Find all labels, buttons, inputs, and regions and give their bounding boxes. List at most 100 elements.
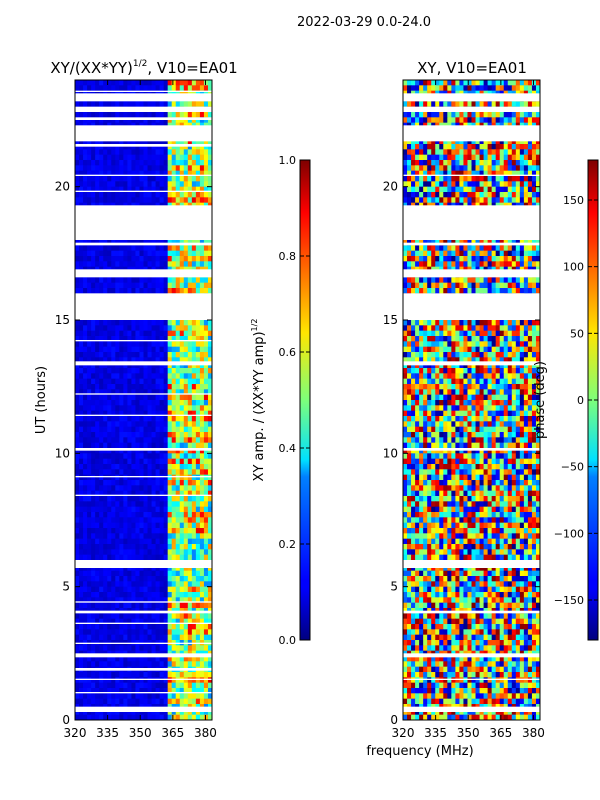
heatmap-cell [147,170,152,177]
heatmap-cell [179,101,185,108]
heatmap-cell [163,112,169,118]
heatmap-cell [115,437,120,444]
heatmap-cell [183,325,189,332]
heatmap-cell [207,346,212,353]
heatmap-cell [183,85,189,92]
heatmap-cell [155,565,161,572]
heatmap-cell [147,261,152,268]
heatmap-cell [155,346,161,353]
heatmap-cell [203,645,209,652]
heatmap-cell [151,426,156,433]
heatmap-cell [411,181,416,188]
heatmap-cell [535,80,540,86]
heatmap-cell [119,170,124,177]
heatmap-cell [99,538,104,545]
heatmap-cell [123,538,128,545]
heatmap-cell [163,192,169,198]
heatmap-cell [143,85,148,92]
heatmap-cell [115,245,120,252]
heatmap-cell [79,357,84,364]
heatmap-cell [119,192,124,198]
heatmap-cell [115,570,120,577]
heatmap-cell [199,160,205,166]
heatmap-cell [131,464,136,470]
heatmap-cell [167,714,173,720]
heatmap-cell [79,597,84,604]
heatmap-cell [171,85,177,92]
heatmap-cell [183,186,189,193]
heatmap-cell [171,586,177,593]
heatmap-cell [171,709,177,716]
heatmap-cell [111,394,116,401]
heatmap-cell [195,245,201,252]
heatmap-cell [123,437,128,444]
heatmap-cell [99,506,104,513]
heatmap-cell [83,378,88,385]
heatmap-cell [175,362,181,369]
heatmap-cell [75,112,80,118]
heatmap-cell [91,698,96,705]
heatmap-cell [171,80,177,86]
heatmap-cell [159,282,165,289]
heatmap-cell [439,165,444,172]
heatmap-cell [123,464,128,470]
heatmap-cell [195,250,201,257]
heatmap-cell [463,117,468,124]
heatmap-cell [471,192,476,198]
heatmap-cell [167,165,173,172]
heatmap-cell [123,389,128,396]
heatmap-cell [119,352,124,358]
heatmap-cell [175,592,181,598]
heatmap-cell [127,570,132,577]
heatmap-cell [103,192,108,198]
heatmap-cell [119,469,124,476]
heatmap-cell [139,410,144,417]
heatmap-cell [179,565,185,572]
heatmap-cell [455,160,460,166]
heatmap-cell [187,592,193,598]
heatmap-cell [107,416,112,422]
heatmap-cell [115,154,120,161]
heatmap-cell [151,101,156,108]
heatmap-cell [79,581,84,588]
heatmap-cell [171,144,177,150]
heatmap-cell [107,330,112,337]
heatmap-cell [131,346,136,353]
heatmap-cell [123,448,128,454]
heatmap-cell [115,336,120,342]
heatmap-cell [203,186,209,193]
heatmap-cell [195,490,201,497]
heatmap-cell [147,421,152,428]
heatmap-cell [127,325,132,332]
heatmap-cell [199,261,205,268]
heatmap-cell [119,485,124,492]
heatmap-cell [143,416,148,422]
heatmap-cell [139,709,144,716]
heatmap-cell [83,170,88,177]
heatmap-cell [147,656,152,662]
heatmap-cell [111,656,116,662]
heatmap-cell [499,197,505,204]
heatmap-cell [143,544,148,550]
heatmap-cell [147,576,152,582]
heatmap-cell [99,448,104,454]
heatmap-cell [183,394,189,401]
heatmap-cell [183,352,189,358]
heatmap-cell [183,634,189,641]
heatmap-cell [207,426,212,433]
heatmap-cell [127,656,132,662]
heatmap-cell [463,197,468,204]
heatmap-cell [187,661,193,668]
heatmap-cell [147,352,152,358]
heatmap-cell [419,186,424,193]
heatmap-cell [499,149,505,156]
heatmap-cell [131,336,136,342]
heatmap-cell [187,437,193,444]
heatmap-cell [123,405,128,412]
heatmap-cell [183,378,189,385]
heatmap-cell [447,154,452,161]
heatmap-cell [79,677,84,684]
heatmap-cell [87,693,92,700]
heatmap-cell [143,405,148,412]
heatmap-cell [91,645,96,652]
